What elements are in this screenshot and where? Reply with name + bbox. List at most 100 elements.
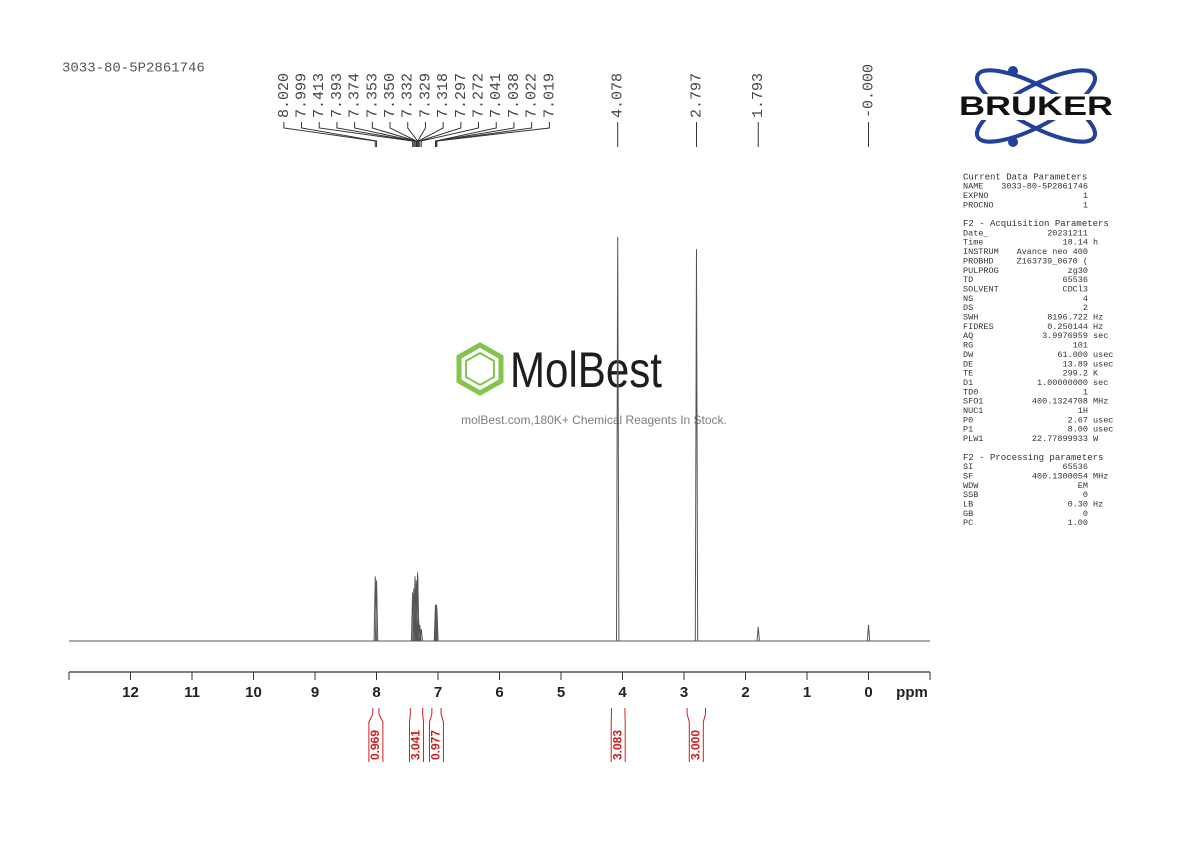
parameter-unit: usec [1093, 415, 1113, 425]
integral-label: 3.000 [688, 730, 702, 760]
peak-label: 2.797 [688, 73, 705, 118]
peak [412, 588, 416, 642]
parameter-name: SOLVENT [963, 284, 999, 294]
parameter-name: SWH [963, 313, 978, 323]
peak-label: 7.393 [329, 73, 346, 118]
peak-leader [417, 122, 426, 147]
logo-band [958, 94, 1114, 120]
bruker-logo: BRUKER [958, 66, 1114, 147]
parameter-value: 1H [1078, 406, 1088, 416]
x-tick-label: 11 [184, 684, 200, 701]
parameter-name: WDW [963, 481, 979, 491]
parameter-value: 400.1324708 [1032, 397, 1088, 407]
peak-label: 7.022 [524, 73, 541, 118]
parameter-name: DS [963, 303, 973, 313]
peak-label: 7.353 [364, 73, 381, 118]
x-tick-label: 12 [122, 684, 139, 701]
x-tick-label: 1 [803, 684, 811, 701]
peak-label: 7.019 [541, 73, 558, 118]
x-tick-label: 7 [434, 684, 442, 701]
peak-leader [419, 122, 462, 147]
peak-label: -0.000 [860, 64, 877, 118]
parameter-name: SF [963, 471, 973, 481]
parameter-name: LB [963, 500, 973, 510]
parameter-name: PULPROG [963, 266, 999, 276]
parameter-value: 61.000 [1057, 350, 1088, 360]
parameter-name: DW [963, 350, 974, 360]
x-tick-label: 6 [495, 684, 503, 701]
watermark-tagline: molBest.com,180K+ Chemical Reagents In S… [461, 413, 727, 427]
parameter-name: FIDRES [963, 322, 994, 332]
parameter-unit: usec [1093, 359, 1113, 369]
peak [435, 608, 439, 642]
peak [694, 249, 699, 642]
integral-label: 0.977 [429, 730, 443, 760]
parameter-value: 1.00 [1068, 518, 1088, 528]
peak-leader [354, 122, 416, 147]
peak-leader [301, 122, 378, 147]
parameter-name: PLW1 [963, 434, 983, 444]
parameter-name: Time [963, 238, 983, 248]
logo-ellipse [974, 68, 1098, 144]
peak [419, 628, 423, 642]
x-tick-label: 8 [372, 684, 380, 701]
parameter-unit: sec [1093, 378, 1108, 388]
parameter-unit: W [1093, 434, 1099, 444]
x-tick-label: 4 [618, 684, 627, 701]
logo-dot [1008, 137, 1018, 147]
parameter-value: 20231211 [1047, 228, 1088, 238]
integral-bracket [408, 708, 424, 762]
peak-leader [417, 122, 444, 147]
parameter-name: DE [963, 359, 973, 369]
parameter-value: 22.77899933 [1032, 434, 1088, 444]
parameter-value: Avance neo 400 [1017, 247, 1088, 257]
peak-label: 7.374 [347, 73, 364, 118]
peak-leader [318, 122, 414, 147]
parameter-value: EM [1078, 481, 1088, 491]
parameter-value: 4 [1083, 294, 1088, 304]
peak-leader [389, 122, 417, 147]
parameter-value: 0.30 [1068, 500, 1088, 510]
peak [374, 580, 379, 642]
peak-label: 7.038 [506, 73, 523, 118]
x-tick-label: 10 [245, 684, 262, 701]
logo-ellipse [974, 68, 1098, 144]
parameter-value: Z163739_0670 ( [1017, 256, 1088, 266]
parameter-name: NUC1 [963, 406, 983, 416]
parameter-value: 0 [1083, 490, 1088, 500]
parameter-value: 2.67 [1068, 415, 1088, 425]
integral-bracket [368, 708, 384, 762]
parameter-unit: Hz [1093, 313, 1103, 323]
integral-label: 3.041 [409, 730, 423, 760]
integral-bracket [428, 708, 444, 762]
parameter-value: 0 [1083, 509, 1088, 519]
parameter-value: 65536 [1062, 275, 1088, 285]
peak-label: 4.078 [610, 73, 627, 118]
parameter-section-title: F2 - Processing parameters [963, 453, 1103, 463]
parameter-unit: K [1093, 369, 1099, 379]
parameter-value: CDCl3 [1062, 284, 1088, 294]
parameter-value: 2 [1083, 303, 1088, 313]
peak-label: 7.318 [435, 73, 452, 118]
parameter-value: 3033-80-5P2861746 [1001, 182, 1088, 192]
peak-label: 7.350 [382, 73, 399, 118]
parameter-value: 18.14 [1062, 238, 1088, 248]
integral-label: 3.083 [610, 730, 624, 760]
parameter-unit: usec [1093, 425, 1113, 435]
parameter-name: NAME [963, 182, 983, 192]
peak-label: 7.272 [471, 73, 488, 118]
parameter-section-title: Current Data Parameters [963, 172, 1087, 182]
integral-label: 0.969 [368, 730, 382, 760]
integral-bracket [686, 708, 707, 762]
parameter-value: 101 [1073, 341, 1088, 351]
parameter-value: 13.89 [1062, 359, 1088, 369]
parameter-name: D1 [963, 378, 973, 388]
x-tick-label: 2 [741, 684, 749, 701]
peak-leader [336, 122, 415, 147]
parameter-unit: Hz [1093, 500, 1103, 510]
parameter-unit: usec [1093, 350, 1113, 360]
parameter-name: P0 [963, 415, 973, 425]
peak-leader [420, 122, 480, 147]
x-tick-label: 5 [557, 684, 565, 701]
parameter-name: SFO1 [963, 397, 983, 407]
